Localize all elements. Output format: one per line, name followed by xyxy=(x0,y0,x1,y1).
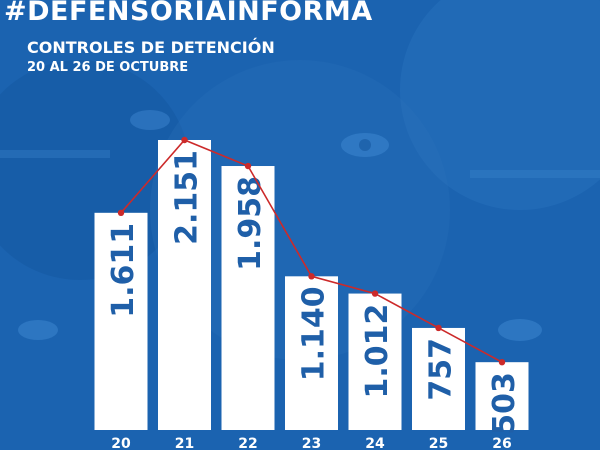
bar-value-label: 757 xyxy=(424,338,459,401)
hashtag-title: #DEFENSORÍAINFORMA xyxy=(4,0,373,27)
bar-24 xyxy=(348,293,402,430)
bar-26 xyxy=(475,362,529,430)
bar-21 xyxy=(158,140,211,430)
trend-point xyxy=(498,358,506,366)
x-tick-label: 20 xyxy=(111,436,131,450)
x-tick-label: 24 xyxy=(365,436,385,450)
trend-point xyxy=(371,290,379,297)
bar-25 xyxy=(412,327,465,430)
x-tick-label: 21 xyxy=(175,436,194,450)
bar-20 xyxy=(94,212,148,430)
bar-22 xyxy=(221,166,275,431)
bar-value-label: 503 xyxy=(487,372,522,435)
chart-title: CONTROLES DE DETENCIÓN xyxy=(27,38,275,57)
chart-subtitle: 20 AL 26 DE OCTUBRE xyxy=(27,60,189,75)
bar-value-label: 1.140 xyxy=(297,286,332,381)
x-tick-label: 22 xyxy=(238,436,257,450)
bar-value-label: 1.012 xyxy=(360,304,395,399)
x-tick-label: 25 xyxy=(429,436,448,450)
x-tick-label: 26 xyxy=(492,436,511,450)
trend-point xyxy=(308,273,315,280)
trend-point xyxy=(435,324,442,332)
trend-point xyxy=(244,162,252,170)
x-tick-label: 23 xyxy=(302,436,321,450)
bar-23 xyxy=(285,276,338,430)
trend-point xyxy=(117,209,125,217)
bar-value-label: 1.611 xyxy=(106,223,141,318)
trend-point xyxy=(181,136,188,144)
bar-value-label: 2.151 xyxy=(170,150,205,245)
